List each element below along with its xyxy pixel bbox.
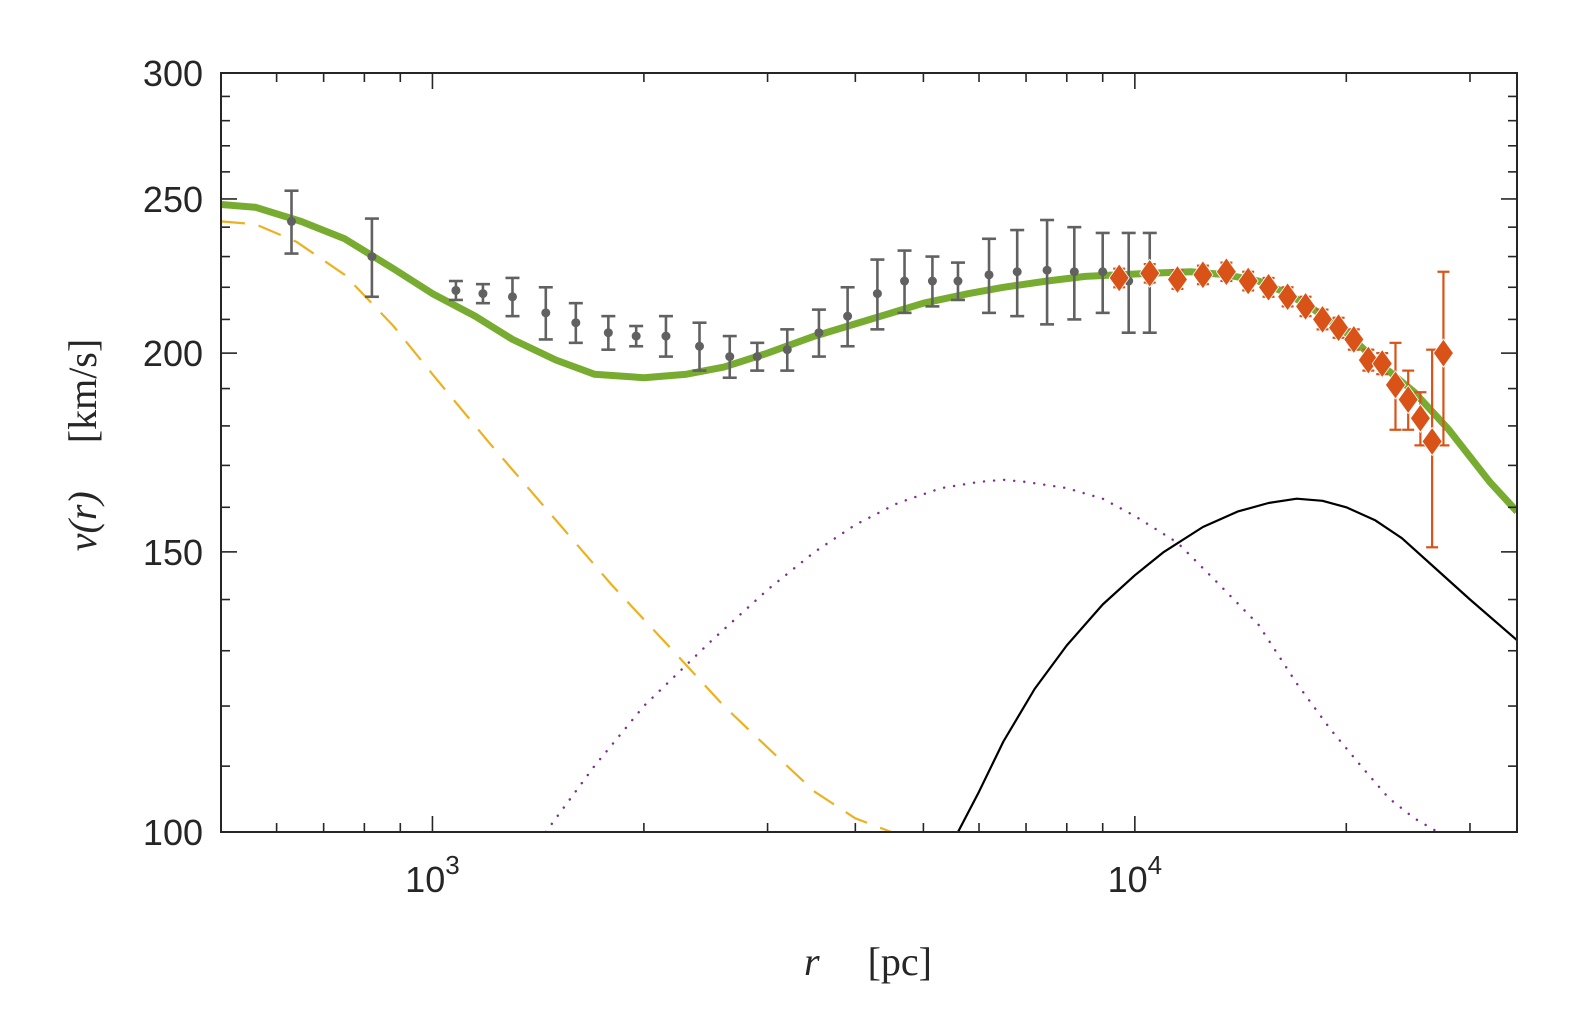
outer-data-marker — [1258, 272, 1280, 302]
inner-data-marker — [953, 276, 963, 286]
inner-data-marker — [900, 276, 910, 286]
outer-data-marker — [1409, 403, 1431, 433]
outer-data-marker — [1312, 304, 1334, 335]
y-tick-label: 200 — [143, 333, 203, 374]
inner-data-marker — [478, 289, 488, 299]
inner-data-marker — [287, 216, 297, 226]
plot-axes — [220, 72, 1518, 833]
outer-data-marker — [1139, 258, 1161, 288]
inner-data-marker — [541, 308, 551, 318]
inner-data-marker — [1042, 265, 1052, 275]
inner-data-marker — [571, 318, 581, 328]
outer-data-marker — [1215, 257, 1237, 287]
inner-data-marker — [927, 276, 937, 286]
outer-data-marker — [1343, 324, 1365, 355]
x-axis-variable: r — [804, 939, 820, 984]
outer-data-marker — [1328, 313, 1350, 343]
inner-data-marker — [1098, 267, 1108, 277]
x-tick-exponent: 3 — [445, 850, 459, 880]
x-tick-base: 10 — [1108, 859, 1148, 900]
outer-data-marker — [1166, 264, 1188, 295]
y-tick-label: 100 — [143, 812, 203, 853]
inner-data-marker — [451, 285, 461, 295]
outer-data-marker — [1192, 260, 1214, 290]
inner-data-marker — [843, 311, 853, 321]
x-tick-label: 103 — [405, 850, 460, 900]
outer-data-marker — [1357, 345, 1379, 375]
inner-data-marker — [695, 341, 705, 351]
inner-data-marker — [725, 352, 735, 362]
outer-data-marker — [1397, 384, 1419, 415]
inner-data-marker — [367, 252, 377, 262]
inner-data-marker — [631, 331, 641, 341]
data-markers — [287, 216, 1454, 457]
inner-data-marker — [984, 270, 994, 280]
inner-data-marker — [1069, 267, 1079, 277]
inner-data-marker — [782, 345, 792, 355]
plot-frame — [220, 72, 1518, 833]
outer-data-marker — [1384, 370, 1406, 400]
outer-data-marker — [1421, 426, 1443, 457]
outer-data-marker — [1237, 266, 1259, 296]
y-axis-label: v(r) [km/s] — [60, 339, 105, 551]
y-axis-variable: v(r) — [60, 491, 105, 551]
series-bulge-component — [221, 220, 892, 832]
y-tick-label: 250 — [143, 179, 203, 220]
inner-data-marker — [507, 292, 517, 302]
series-halo-component — [957, 497, 1517, 832]
y-axis-unit: [km/s] — [60, 339, 105, 443]
x-tick-base: 10 — [405, 859, 445, 900]
inner-data-marker — [1012, 267, 1022, 277]
series-total-fit — [221, 201, 1517, 514]
error-bars — [284, 189, 1450, 549]
outer-data-marker — [1295, 291, 1317, 322]
series-disk-component — [544, 478, 1439, 832]
inner-data-marker — [661, 331, 671, 341]
y-tick-label: 150 — [143, 532, 203, 573]
inner-data-marker — [752, 352, 762, 362]
x-tick-exponent: 4 — [1148, 850, 1162, 880]
inner-data-marker — [872, 289, 882, 299]
x-axis-label: r [pc] — [804, 939, 932, 984]
outer-data-marker — [1277, 282, 1299, 312]
outer-data-marker — [1108, 263, 1130, 293]
x-tick-label: 104 — [1108, 850, 1163, 900]
y-tick-label: 300 — [143, 53, 203, 94]
x-axis-unit: [pc] — [868, 939, 932, 984]
axis-labels: r [pc] v(r) [km/s] — [60, 339, 932, 984]
outer-data-marker — [1432, 338, 1454, 368]
curve-lines — [221, 201, 1517, 832]
inner-data-marker — [814, 328, 824, 338]
outer-data-marker — [1371, 348, 1393, 379]
inner-data-marker — [603, 328, 613, 338]
